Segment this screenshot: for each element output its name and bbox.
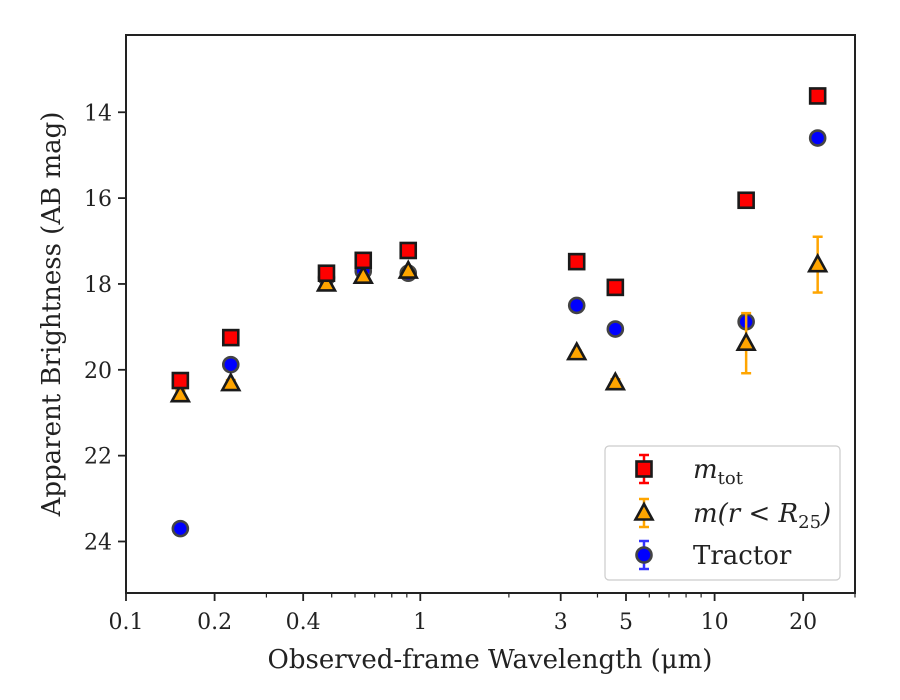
- x-tick-label-2: 0.4: [286, 610, 321, 635]
- ticks-layer: 0.1 0.2 0.4 1 3 5 10 20 14 16 18 20 22 24: [84, 101, 856, 635]
- series-0-point-4: [399, 241, 418, 260]
- legend-entry-0: mtot: [635, 453, 744, 489]
- series-1-point-0: [169, 382, 192, 403]
- series-0: [171, 87, 827, 390]
- legend-marker-0: [635, 460, 653, 478]
- x-tick-label-0: 0.1: [109, 610, 144, 635]
- x-tick-label-4: 3: [554, 610, 568, 635]
- series-2-point-5: [567, 296, 586, 315]
- legend-entries: mtot m(r < R25) Tractor: [633, 453, 831, 571]
- y-tick-label-0: 14: [84, 101, 112, 126]
- y-tick-label-4: 22: [84, 445, 112, 470]
- x-axis-label: Observed-frame Wavelength (μm): [268, 645, 713, 675]
- series-1: [169, 235, 829, 403]
- series-0-point-7: [737, 191, 755, 210]
- x-tick-label-3: 1: [413, 610, 427, 635]
- series-1-point-3: [352, 264, 374, 285]
- y-tick-label-1: 16: [84, 187, 112, 212]
- series-2-point-8: [808, 129, 827, 147]
- x-tick-label-7: 20: [789, 610, 817, 635]
- series-0-point-0: [171, 371, 190, 390]
- y-tick-label-5: 24: [84, 530, 112, 555]
- series-1-point-7: [735, 331, 757, 351]
- series-1-point-6: [604, 370, 627, 391]
- legend-entry-2: Tractor: [635, 539, 792, 571]
- legend-entry-1: m(r < R25): [633, 497, 831, 533]
- legend-label-2: Tractor: [693, 541, 792, 571]
- legend-marker-1: [633, 501, 655, 521]
- series-1-point-1: [220, 371, 242, 392]
- series-0-point-8: [808, 87, 827, 105]
- y-tick-label-3: 20: [84, 359, 112, 384]
- x-tick-label-5: 5: [619, 610, 633, 635]
- y-tick-label-2: 18: [84, 273, 112, 298]
- series-1-point-8: [806, 252, 829, 273]
- plot-frame: [125, 34, 856, 594]
- series-1-point-4: [397, 259, 419, 279]
- series-1-point-2: [315, 272, 338, 292]
- legend: mtot m(r < R25) Tractor: [604, 445, 841, 581]
- series-2-point-6: [606, 320, 625, 338]
- series-0-point-5: [567, 252, 586, 271]
- x-tick-label-1: 0.2: [197, 610, 232, 635]
- series-1-point-5: [566, 340, 588, 361]
- series-2-point-1: [221, 355, 240, 374]
- legend-frame: [604, 445, 841, 581]
- legend-label-1: m(r < R25): [693, 499, 831, 533]
- series-0-point-2: [317, 264, 336, 283]
- legend-marker-2: [635, 546, 653, 564]
- marks-layer: [169, 87, 829, 538]
- x-tick-label-6: 10: [701, 610, 729, 635]
- y-axis-label: Apparent Brightness (AB mag): [37, 112, 67, 518]
- series-0-point-1: [221, 328, 240, 347]
- legend-label-0: mtot: [693, 455, 744, 489]
- series-0-point-6: [606, 278, 625, 297]
- series-0-point-3: [354, 251, 373, 270]
- series-2-point-0: [171, 519, 190, 538]
